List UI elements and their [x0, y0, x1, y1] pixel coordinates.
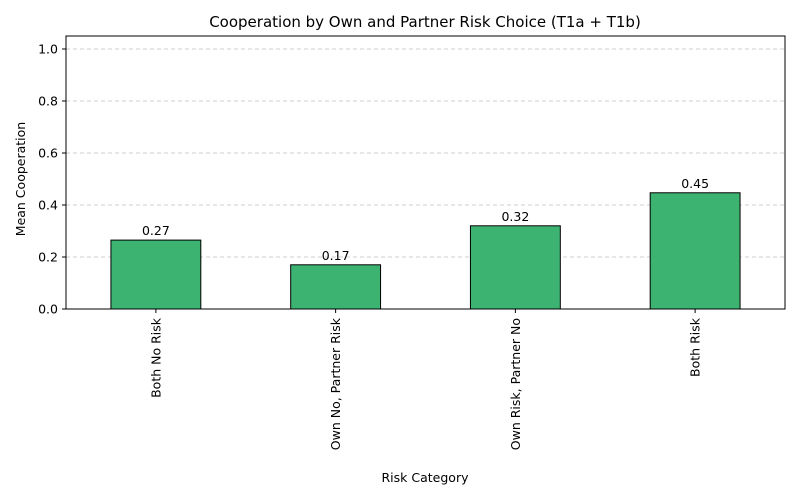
- x-tick-label: Both No Risk: [148, 317, 163, 398]
- x-tick-label: Own Risk, Partner No: [508, 318, 523, 450]
- bar-value-label: 0.27: [142, 223, 170, 238]
- bar: [649, 192, 741, 310]
- y-tick-label: 0.6: [38, 146, 58, 161]
- y-tick-label: 0.0: [38, 302, 58, 317]
- bar: [290, 264, 382, 310]
- x-tick-label: Both Risk: [688, 317, 703, 377]
- y-tick-label: 0.4: [38, 198, 58, 213]
- plot-frame: [65, 35, 786, 310]
- y-tick-label: 1.0: [38, 42, 58, 57]
- y-axis-label: Mean Cooperation: [13, 122, 28, 236]
- chart-title: Cooperation by Own and Partner Risk Choi…: [209, 13, 641, 31]
- bar: [469, 225, 561, 310]
- bar-value-label: 0.32: [501, 209, 529, 224]
- y-tick-label: 0.8: [38, 94, 58, 109]
- bar-value-label: 0.45: [681, 176, 709, 191]
- bar: [110, 239, 202, 310]
- bar-value-label: 0.17: [322, 248, 350, 263]
- data-labels: 0.27 0.17 0.32 0.45: [142, 176, 709, 263]
- x-tick-label: Own No, Partner Risk: [328, 317, 343, 450]
- y-ticks: 0.0 0.2 0.4 0.6 0.8 1.0: [38, 42, 66, 317]
- x-ticks: Both No Risk Own No, Partner Risk Own Risk…: [148, 309, 703, 450]
- axes: [65, 35, 786, 310]
- x-axis-label: Risk Category: [382, 470, 470, 485]
- y-tick-label: 0.2: [38, 250, 58, 265]
- bars: [110, 192, 741, 310]
